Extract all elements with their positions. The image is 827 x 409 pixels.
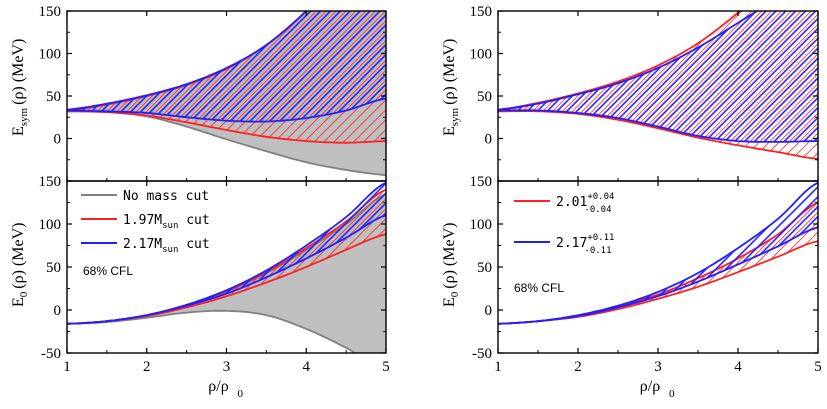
- y-tick-label: -50: [41, 346, 61, 362]
- y-tick-label: 50: [46, 260, 61, 276]
- band-red-2-01: [498, 202, 818, 324]
- band-lower-edge-gray: [67, 309, 357, 353]
- y-tick-label: 150: [39, 174, 62, 190]
- y-axis-ticks: -50 0 50 100 150: [470, 174, 818, 362]
- panel-left-bottom-e0: -50 0 50 100 150 1 2 3 4 5 ρ/ρ 0 E0(ρ) (MeV) No mass …: [10, 174, 390, 400]
- legend: 2.01+0.04 -0.04 2.17+0.11 -0.11 68% CFL: [514, 192, 614, 295]
- band-upper-edge-blue: [498, 11, 759, 111]
- y-axis-ticks: 0 50 100 150: [39, 4, 386, 161]
- band-lower-edge-blue: [498, 226, 818, 325]
- panel-right-top-esym: 0 50 100 150 Esym(ρ) (MeV): [441, 4, 819, 182]
- cfl-annotation: 68% CFL: [83, 264, 133, 278]
- y-tick-label: 100: [470, 217, 493, 233]
- y-axis-label: E0(ρ) (MeV): [10, 223, 30, 307]
- y-axis-label: E0(ρ) (MeV): [441, 223, 461, 307]
- x-tick-label: 5: [382, 359, 390, 375]
- y-tick-label: 50: [477, 89, 492, 105]
- legend-label: No mass cut: [123, 189, 209, 204]
- plot-area: [67, 181, 386, 353]
- y-tick-label: 0: [54, 132, 62, 148]
- legend-label: 2.01+0.04 -0.04: [556, 192, 614, 215]
- band-red-1-97m-sun-cut: [67, 189, 386, 324]
- y-tick-label: 0: [485, 132, 493, 148]
- legend: No mass cut 1.97Msun cut 2.17Msun cut 68% C…: [81, 189, 210, 278]
- plot-area: [498, 11, 818, 160]
- x-axis-label: ρ/ρ: [640, 378, 660, 395]
- band-lower-edge-blue: [67, 97, 386, 123]
- plot-area: [498, 181, 818, 325]
- band-blue-2-17m-sun-cut: [67, 11, 386, 122]
- x-tick-label: 4: [303, 359, 311, 375]
- band-gray-no-mass-cut: [67, 193, 386, 353]
- x-tick-label: 1: [494, 359, 502, 375]
- band-upper-edge-blue: [67, 11, 308, 111]
- y-tick-label: -50: [472, 346, 492, 362]
- y-tick-label: 100: [470, 47, 493, 63]
- y-tick-label: 0: [54, 303, 62, 319]
- band-blue-2-17: [498, 11, 818, 142]
- legend-label: 2.17Msun cut: [123, 237, 210, 255]
- x-axis-label-sub: 0: [669, 388, 675, 400]
- x-tick-label: 2: [574, 359, 582, 375]
- x-axis-label: ρ/ρ: [208, 378, 228, 395]
- y-tick-label: 100: [39, 217, 62, 233]
- x-tick-label: 4: [734, 359, 742, 375]
- y-tick-label: 150: [470, 4, 493, 20]
- band-upper-edge-red: [498, 201, 818, 325]
- y-tick-label: 0: [485, 303, 493, 319]
- y-axis-ticks: -50 0 50 100 150: [39, 174, 386, 362]
- band-lower-edge-blue: [67, 214, 386, 325]
- x-axis-ticks: [66, 11, 387, 181]
- x-tick-label: 3: [654, 359, 662, 375]
- y-tick-label: 100: [39, 47, 62, 63]
- legend-label: 2.17+0.11 -0.11: [556, 233, 614, 256]
- x-tick-label: 1: [63, 359, 71, 375]
- y-tick-label: 150: [470, 174, 493, 190]
- y-axis-label: Esym(ρ) (MeV): [441, 39, 461, 136]
- y-tick-label: 50: [477, 260, 492, 276]
- x-axis-ticks: 1 2 3 4 5: [494, 181, 822, 375]
- y-axis-label: Esym(ρ) (MeV): [10, 39, 30, 136]
- x-tick-label: 3: [223, 359, 231, 375]
- x-axis-label-sub: 0: [238, 388, 244, 400]
- band-lower-edge-blue: [498, 109, 818, 143]
- legend-label: 1.97Msun cut: [123, 213, 210, 231]
- plot-frame: [497, 180, 819, 354]
- x-axis-ticks: 1 2 3 4 5: [63, 181, 390, 375]
- y-tick-label: 150: [39, 4, 62, 20]
- y-tick-label: 50: [46, 89, 61, 105]
- panel-right-bottom-e0: -50 0 50 100 150 1 2 3 4 5 ρ/ρ 0 E0(ρ) (MeV) 2.01+0.0…: [441, 174, 822, 400]
- band-lower-edge-red: [67, 110, 386, 144]
- cfl-annotation: 68% CFL: [514, 281, 564, 295]
- plot-area: [67, 11, 386, 176]
- panel-left-top-esym: 0 50 100 150 Esym(ρ) (MeV): [10, 4, 387, 182]
- x-tick-label: 5: [814, 359, 822, 375]
- y-axis-ticks: 0 50 100 150: [470, 4, 818, 161]
- x-tick-label: 2: [143, 359, 151, 375]
